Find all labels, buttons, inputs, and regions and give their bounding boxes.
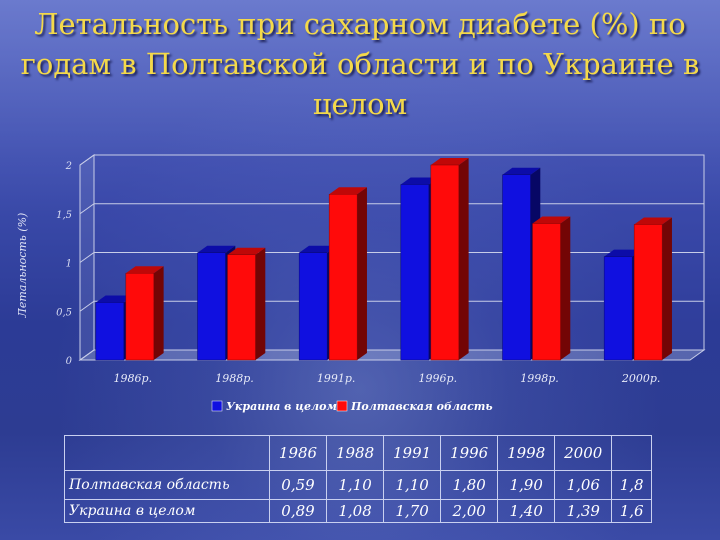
- bar-top: [430, 158, 469, 165]
- bar-ukraine: [603, 256, 633, 361]
- x-tick-label: 1996р.: [419, 372, 458, 385]
- table-header-cell: 2000: [554, 435, 613, 471]
- y-tick-label: 0: [66, 356, 73, 367]
- bar-side: [357, 187, 367, 360]
- table-cell: 1,6: [611, 499, 652, 523]
- table-row: Полтавская область 0,59 1,10 1,10 1,80 1…: [64, 470, 652, 500]
- gridline: [79, 252, 704, 263]
- y-tick-label: 1,5: [56, 210, 72, 221]
- gridline: [79, 203, 704, 215]
- table-header-row: 1986 1988 1991 1996 1998 2000: [64, 435, 652, 471]
- table-row-label: Полтавская область: [64, 470, 270, 500]
- bar-ukraine: [298, 252, 328, 361]
- bar-top: [604, 249, 642, 257]
- bar-poltava: [430, 164, 460, 361]
- y-tick-label: 2: [65, 161, 72, 172]
- table-cell: 1,90: [497, 470, 556, 500]
- table-cell: 1,40: [497, 499, 556, 523]
- bar-poltava: [227, 254, 256, 361]
- bar-poltava: [125, 272, 155, 361]
- legend-swatch-ukraine: [211, 400, 223, 412]
- bar-top: [299, 245, 337, 253]
- y-tick-label: 0,5: [56, 307, 72, 318]
- table-header-cell: 1991: [383, 435, 442, 471]
- table-cell: 0,59: [268, 470, 328, 500]
- y-tick-label: 1: [66, 259, 72, 270]
- table-cell: 1,06: [554, 470, 613, 500]
- table-header-cell: 1998: [497, 435, 556, 471]
- table-cell: 1,10: [383, 470, 442, 500]
- legend-label-poltava: Полтавская область: [350, 400, 493, 413]
- table-cell: 1,80: [440, 470, 499, 500]
- bar-top: [95, 295, 134, 303]
- x-tick-label: 2000р.: [621, 372, 661, 385]
- bar-top: [634, 217, 672, 225]
- x-tick-label: 1988р.: [215, 372, 254, 385]
- table-row-label: Украина в целом: [64, 499, 270, 523]
- bar-top: [197, 245, 236, 253]
- bar-top: [227, 247, 266, 255]
- x-tick-label: 1998р.: [520, 372, 559, 385]
- page-title: Летальность при сахарном диабете (%) по …: [20, 7, 700, 121]
- table-header-cell: 1996: [440, 435, 499, 471]
- table-corner-cell: [64, 435, 270, 471]
- table-row: Украина в целом 0,89 1,08 1,70 2,00 1,40…: [64, 499, 652, 523]
- bar-side: [560, 216, 571, 360]
- bar-top: [532, 216, 571, 224]
- bar-side: [458, 158, 469, 360]
- bar-top: [400, 177, 439, 185]
- table-header-cell: 1988: [326, 435, 385, 471]
- bar-side: [153, 266, 164, 360]
- table-header-cell: 1986: [268, 435, 328, 471]
- bar-ukraine: [197, 252, 226, 361]
- table-cell: 2,00: [440, 499, 499, 523]
- table-cell: 1,8: [611, 470, 652, 500]
- legend-swatch-poltava: [336, 400, 348, 412]
- table-cell: 1,70: [383, 499, 442, 523]
- x-tick-label: 1986р.: [114, 372, 153, 385]
- bar-top: [125, 266, 164, 274]
- gridline: [79, 300, 704, 312]
- bar-top: [502, 167, 541, 175]
- bar-poltava: [532, 223, 561, 361]
- legend-label-ukraine: Украина в целом: [226, 400, 337, 413]
- bar-top: [329, 187, 367, 195]
- bar-poltava: [633, 224, 663, 361]
- bar-ukraine: [400, 184, 430, 361]
- bar-ukraine: [502, 174, 531, 361]
- bar-side: [662, 217, 672, 360]
- table-cell: 1,08: [326, 499, 385, 523]
- bar-ukraine: [95, 302, 125, 361]
- gridline: [79, 154, 704, 166]
- table-header-cell: [611, 435, 652, 471]
- table-cell: 1,39: [554, 499, 613, 523]
- y-axis-label: Летальность (%): [16, 213, 29, 319]
- data-table: 1986 1988 1991 1996 1998 2000 Полтавская…: [64, 435, 652, 523]
- table-cell: 0,89: [268, 499, 328, 523]
- bar-poltava: [328, 194, 358, 361]
- x-tick-label: 1991р.: [317, 372, 356, 385]
- gridline: [79, 349, 704, 361]
- bar-side: [255, 247, 266, 360]
- table-cell: 1,10: [326, 470, 385, 500]
